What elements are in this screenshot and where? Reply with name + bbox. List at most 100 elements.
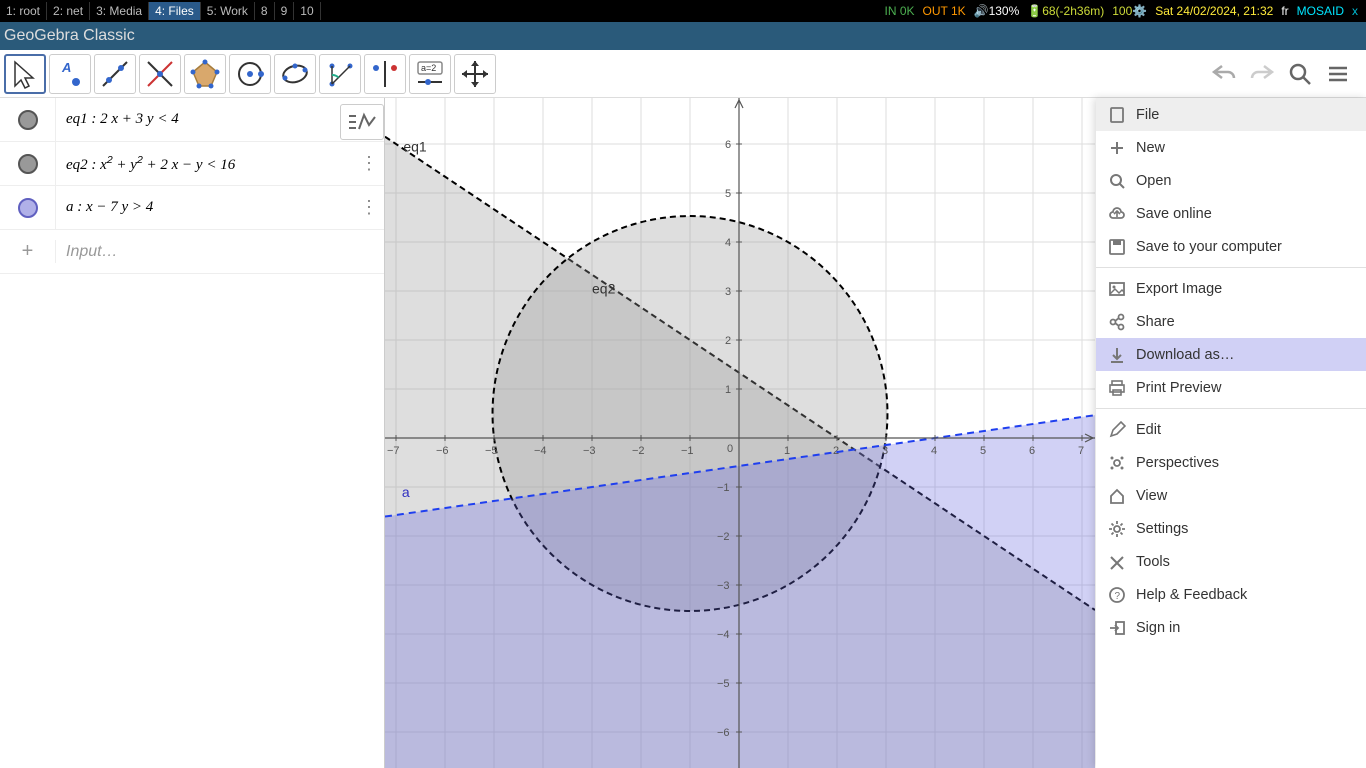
menu-item-open[interactable]: Open: [1096, 164, 1366, 197]
svg-text:−7: −7: [387, 445, 400, 457]
gear-icon: [1108, 520, 1126, 538]
save-icon: [1108, 238, 1126, 256]
workspace-tab[interactable]: 9: [275, 2, 295, 20]
menu-item-label: Perspectives: [1136, 455, 1219, 471]
tool-transform[interactable]: [364, 54, 406, 94]
search-button[interactable]: [1286, 60, 1314, 88]
tool-polygon[interactable]: [184, 54, 226, 94]
algebra-row[interactable]: a : x − 7 y > 4⋮: [0, 186, 384, 230]
svg-text:−2: −2: [632, 445, 645, 457]
hamburger-menu-button[interactable]: [1324, 60, 1352, 88]
cpu: 100⚙️: [1112, 4, 1147, 18]
row-menu-button[interactable]: ⋮: [354, 153, 384, 174]
svg-text:−5: −5: [485, 445, 498, 457]
svg-text:−6: −6: [436, 445, 449, 457]
tool-pan[interactable]: [454, 54, 496, 94]
algebra-panel: eq1 : 2 x + 3 y < 4 eq2 : x2 + y2 + 2 x −…: [0, 98, 385, 768]
menu-item-settings[interactable]: Settings: [1096, 512, 1366, 545]
algebra-view-toggle[interactable]: [340, 104, 384, 140]
menu-item-label: New: [1136, 140, 1165, 156]
svg-text:7: 7: [1078, 445, 1084, 457]
algebra-expression[interactable]: eq1 : 2 x + 3 y < 4: [56, 101, 354, 138]
close-x[interactable]: x: [1352, 4, 1358, 18]
menu-item-label: Download as…: [1136, 347, 1234, 363]
menu-item-label: File: [1136, 107, 1159, 123]
menu-item-save-to-your-computer[interactable]: Save to your computer: [1096, 230, 1366, 263]
workspace-tab[interactable]: 4: Files: [149, 2, 201, 20]
menu-item-share[interactable]: Share: [1096, 305, 1366, 338]
svg-text:−1: −1: [681, 445, 694, 457]
menu-item-label: Settings: [1136, 521, 1188, 537]
svg-text:−3: −3: [717, 580, 730, 592]
svg-text:3: 3: [882, 445, 888, 457]
workspace-tab[interactable]: 8: [255, 2, 275, 20]
svg-text:0: 0: [727, 443, 733, 455]
menu-item-label: Share: [1136, 314, 1175, 330]
row-menu-button[interactable]: ⋮: [354, 197, 384, 218]
lang: fr: [1281, 4, 1288, 18]
menu-item-file[interactable]: File: [1096, 98, 1366, 131]
menu-item-label: Sign in: [1136, 620, 1180, 636]
menu-item-perspectives[interactable]: Perspectives: [1096, 446, 1366, 479]
tool-angle[interactable]: [319, 54, 361, 94]
tool-point[interactable]: A: [49, 54, 91, 94]
menu-item-edit[interactable]: Edit: [1096, 413, 1366, 446]
svg-text:−5: −5: [717, 678, 730, 690]
object-visibility-toggle[interactable]: [0, 98, 56, 141]
menu-item-tools[interactable]: Tools: [1096, 545, 1366, 578]
menu-item-sign-in[interactable]: Sign in: [1096, 611, 1366, 644]
tool-circle[interactable]: [229, 54, 271, 94]
volume: 🔊130%: [974, 4, 1020, 18]
algebra-expression[interactable]: a : x − 7 y > 4: [56, 189, 354, 226]
svg-text:eq1: eq1: [403, 138, 427, 154]
wrench-icon: [1108, 553, 1126, 571]
algebra-input[interactable]: Input…: [56, 233, 384, 271]
tool-move[interactable]: [4, 54, 46, 94]
svg-text:2: 2: [833, 445, 839, 457]
svg-text:?: ?: [1115, 591, 1121, 602]
window-title-bar: GeoGebra Classic: [0, 22, 1366, 50]
svg-text:1: 1: [784, 445, 790, 457]
redo-button[interactable]: [1248, 60, 1276, 88]
algebra-expression[interactable]: eq2 : x2 + y2 + 2 x − y < 16: [56, 144, 354, 184]
add-object-button[interactable]: +: [0, 240, 56, 263]
svg-text:A: A: [61, 60, 71, 75]
tool-perpendicular[interactable]: [139, 54, 181, 94]
menu-item-save-online[interactable]: Save online: [1096, 197, 1366, 230]
tool-slider[interactable]: a=2: [409, 54, 451, 94]
workspace-tab[interactable]: 10: [294, 2, 320, 20]
algebra-row[interactable]: eq1 : 2 x + 3 y < 4: [0, 98, 384, 142]
download-icon: [1108, 346, 1126, 364]
undo-button[interactable]: [1210, 60, 1238, 88]
object-visibility-toggle[interactable]: [0, 142, 56, 185]
tool-line[interactable]: [94, 54, 136, 94]
menu-item-label: Print Preview: [1136, 380, 1221, 396]
svg-text:a: a: [402, 484, 410, 500]
svg-text:1: 1: [725, 384, 731, 396]
date: Sat 24/02/2024, 21:32: [1155, 4, 1273, 18]
menu-item-print-preview[interactable]: Print Preview: [1096, 371, 1366, 404]
menu-item-new[interactable]: New: [1096, 131, 1366, 164]
system-bar: 1: root2: net3: Media4: Files5: Work8910…: [0, 0, 1366, 22]
workspace-tab[interactable]: 1: root: [0, 2, 47, 20]
tool-conic[interactable]: [274, 54, 316, 94]
workspace-tab[interactable]: 2: net: [47, 2, 90, 20]
menu-item-label: Save online: [1136, 206, 1212, 222]
workspace-tab[interactable]: 5: Work: [201, 2, 255, 20]
algebra-row[interactable]: eq2 : x2 + y2 + 2 x − y < 16⋮: [0, 142, 384, 186]
host: MOSAID: [1297, 4, 1344, 18]
toolbar: Aa=2: [0, 50, 1366, 98]
object-visibility-toggle[interactable]: [0, 186, 56, 229]
workspace-tab[interactable]: 3: Media: [90, 2, 149, 20]
net-out: OUT 1K: [923, 4, 966, 18]
menu-item-label: Help & Feedback: [1136, 587, 1247, 603]
svg-text:−2: −2: [717, 531, 730, 543]
menu-item-download-as-[interactable]: Download as…: [1096, 338, 1366, 371]
menu-item-help-feedback[interactable]: ? Help & Feedback: [1096, 578, 1366, 611]
menu-item-view[interactable]: View: [1096, 479, 1366, 512]
menu-item-label: Tools: [1136, 554, 1170, 570]
menu-item-label: View: [1136, 488, 1167, 504]
net-in: IN 0K: [884, 4, 914, 18]
menu-item-export-image[interactable]: Export Image: [1096, 272, 1366, 305]
svg-text:eq2: eq2: [592, 280, 616, 296]
